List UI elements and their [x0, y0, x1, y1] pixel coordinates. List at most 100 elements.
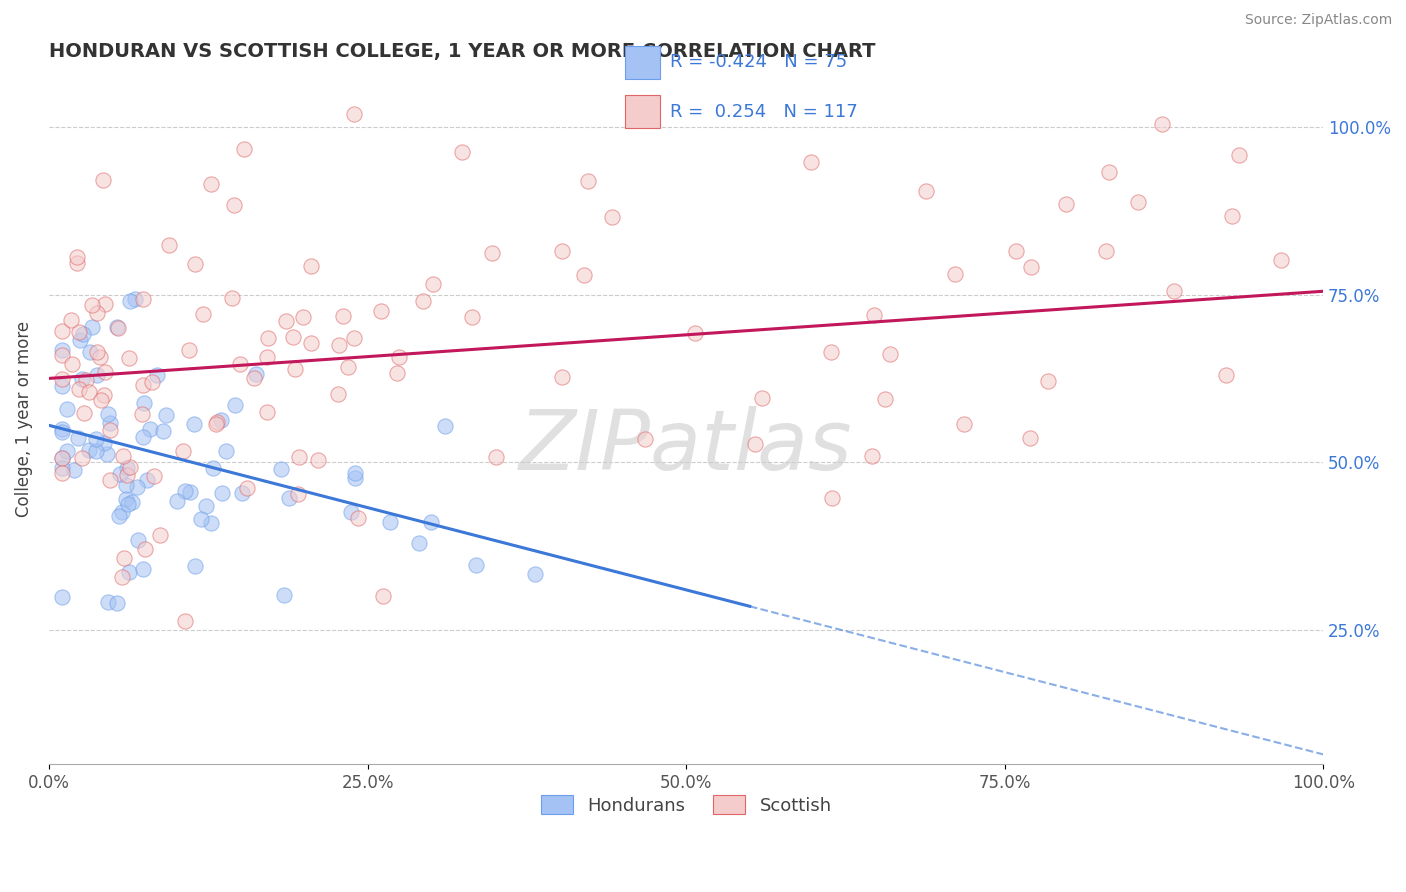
Point — [67, 326, 90, 340]
Point — [551, 244, 574, 258]
Point — [77, 443, 100, 458]
Point — [114, 477, 136, 491]
Point — [412, 294, 434, 309]
Text: ZIPatlas: ZIPatlas — [519, 406, 853, 487]
Point — [332, 309, 354, 323]
Point — [863, 309, 886, 323]
Point — [132, 396, 155, 410]
Point — [132, 430, 155, 444]
Point — [276, 314, 298, 328]
Point — [408, 536, 430, 550]
FancyBboxPatch shape — [626, 46, 659, 78]
Point — [183, 417, 205, 432]
Point — [953, 417, 976, 432]
Point — [224, 197, 246, 211]
Point — [256, 405, 278, 419]
Point — [136, 473, 159, 487]
Point — [172, 444, 194, 458]
Point — [149, 528, 172, 542]
Point — [209, 413, 232, 427]
Point — [94, 365, 117, 379]
Point — [879, 347, 901, 361]
Point — [105, 320, 128, 334]
Point — [86, 368, 108, 382]
Point — [56, 402, 79, 417]
Point — [90, 393, 112, 408]
Point — [287, 487, 309, 501]
Point — [751, 391, 773, 405]
Point — [256, 331, 278, 345]
Point — [166, 493, 188, 508]
Point — [93, 436, 115, 450]
Point — [821, 491, 844, 505]
Point — [121, 495, 143, 509]
Point — [77, 384, 100, 399]
Point — [70, 451, 93, 466]
Point — [141, 375, 163, 389]
Point — [51, 590, 73, 604]
Point — [873, 392, 896, 407]
Point — [461, 310, 484, 324]
Point — [131, 408, 153, 422]
Point — [343, 331, 366, 345]
Point — [343, 106, 366, 120]
Point — [51, 461, 73, 475]
Point — [1019, 260, 1042, 275]
Point — [191, 307, 214, 321]
Point — [190, 512, 212, 526]
Point — [195, 499, 218, 513]
Point — [201, 461, 224, 475]
Point — [152, 424, 174, 438]
Point — [134, 542, 156, 557]
Point — [634, 433, 657, 447]
Point — [124, 293, 146, 307]
Point — [107, 320, 129, 334]
Point — [387, 350, 409, 364]
Point — [56, 444, 79, 458]
Point — [373, 589, 395, 603]
Point — [273, 588, 295, 602]
Point — [157, 238, 180, 252]
Point — [284, 361, 307, 376]
Point — [59, 313, 82, 327]
Point — [60, 357, 83, 371]
Point — [66, 250, 89, 264]
Point — [385, 366, 408, 380]
Point — [600, 210, 623, 224]
Point — [63, 463, 86, 477]
Point — [111, 505, 134, 519]
Point — [914, 184, 936, 198]
Point — [524, 566, 547, 581]
Point — [51, 421, 73, 435]
Point — [98, 416, 121, 430]
Point — [146, 368, 169, 382]
Point — [485, 450, 508, 464]
Point — [229, 357, 252, 371]
Point — [1220, 209, 1243, 223]
Point — [93, 388, 115, 402]
Point — [328, 386, 350, 401]
Point — [117, 461, 139, 475]
Point — [287, 450, 309, 464]
Point — [1227, 147, 1250, 161]
Point — [337, 360, 360, 375]
Point — [117, 497, 139, 511]
Point — [79, 345, 101, 359]
Point — [69, 333, 91, 347]
Point — [108, 509, 131, 524]
Point — [481, 245, 503, 260]
Point — [281, 330, 304, 344]
Point — [51, 372, 73, 386]
Point — [576, 174, 599, 188]
Point — [51, 450, 73, 465]
Point — [118, 566, 141, 580]
FancyBboxPatch shape — [626, 95, 659, 128]
Point — [278, 491, 301, 505]
Point — [89, 351, 111, 365]
Point — [82, 319, 104, 334]
Point — [205, 415, 228, 429]
Point — [118, 460, 141, 475]
Point — [1054, 196, 1077, 211]
Point — [299, 260, 322, 274]
Point — [84, 432, 107, 446]
